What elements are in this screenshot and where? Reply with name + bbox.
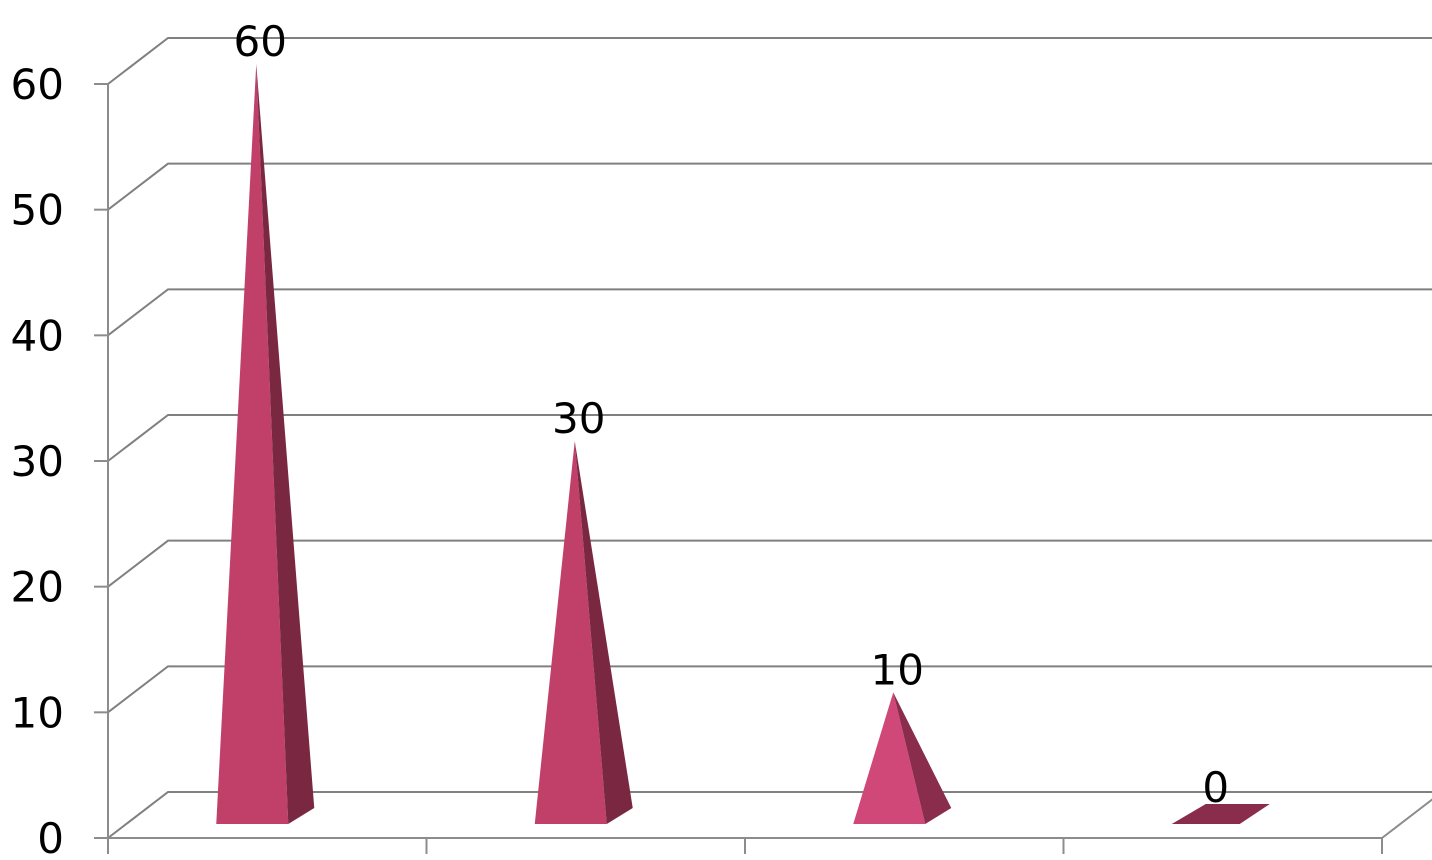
- gridline: [107, 37, 1432, 85]
- data-label: 10: [871, 645, 924, 694]
- pyramid-flat-base: [1171, 804, 1270, 824]
- y-tick-label: 30: [11, 437, 64, 486]
- data-label: 0: [1202, 763, 1229, 812]
- pyramid-bar: [853, 692, 952, 824]
- pyramid-bar: [216, 64, 315, 824]
- gridline: [107, 665, 1432, 714]
- gridline: [107, 288, 1432, 337]
- pyramid-bar: [1171, 804, 1270, 824]
- floor-depth-edge: [1381, 798, 1432, 839]
- data-label: 60: [234, 17, 287, 66]
- axes: [94, 83, 1432, 854]
- labels: 0 10 20 30 40 50 60 60 30 10 0: [11, 17, 1230, 860]
- gridlines: [107, 37, 1432, 839]
- pyramid-front-face: [216, 64, 289, 824]
- pyramid-side-face: [893, 692, 952, 824]
- pyramid-front-face: [534, 441, 607, 824]
- y-tick-label: 40: [11, 311, 64, 360]
- pyramid-side-face: [256, 64, 315, 824]
- y-tick-label: 20: [11, 563, 64, 612]
- pyramid-side-face: [574, 441, 633, 824]
- pyramids: [216, 64, 1270, 824]
- gridline: [107, 414, 1432, 462]
- data-label: 30: [552, 394, 605, 443]
- gridline: [107, 539, 1432, 588]
- y-tick-label: 0: [37, 814, 64, 860]
- y-tick-label: 10: [11, 688, 64, 737]
- y-tick-label: 60: [11, 60, 64, 109]
- pyramid-bar: [534, 441, 633, 824]
- pyramid-front-face: [853, 692, 926, 824]
- y-tick-label: 50: [11, 186, 64, 235]
- gridline: [107, 162, 1432, 211]
- gridline: [107, 791, 1432, 839]
